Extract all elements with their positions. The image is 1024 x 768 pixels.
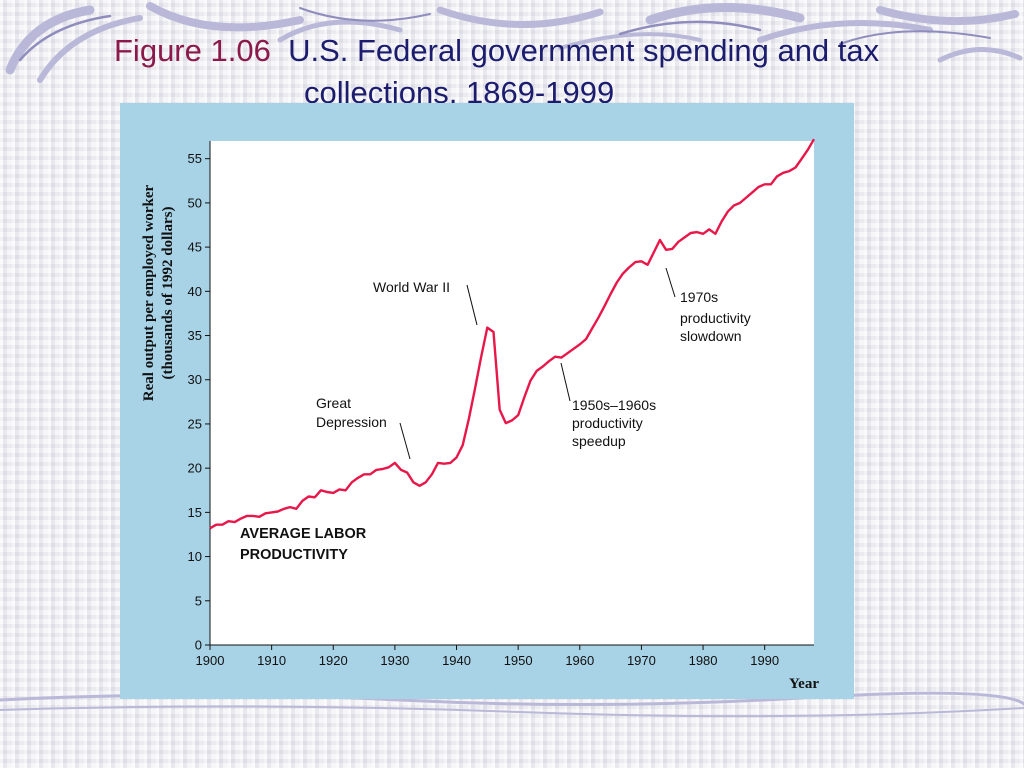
annotation-speedup-line2: productivity [572, 415, 643, 431]
x-tick-label: 1930 [380, 653, 409, 668]
annotation-speedup-line1: 1950s–1960s [572, 397, 656, 413]
annotation-great-depression-leader [399, 422, 411, 460]
title-text: U.S. Federal government spending and tax [288, 33, 880, 68]
y-tick-label: 0 [195, 638, 202, 653]
y-tick-label: 40 [188, 284, 202, 299]
x-tick-label: 1980 [689, 653, 718, 668]
annotation-1970s-line1: 1970s [680, 289, 718, 305]
x-tick-label: 1960 [565, 653, 594, 668]
x-tick-label: 1910 [257, 653, 286, 668]
x-tick-label: 1900 [196, 653, 225, 668]
annotation-speedup-line3: speedup [572, 433, 626, 449]
y-tick-label: 55 [188, 151, 202, 166]
x-tick-label: 1970 [627, 653, 656, 668]
annotation-great-depression-line1: Great [316, 395, 351, 411]
figure-number: Figure 1.06 [114, 33, 271, 68]
x-tick-label: 1990 [750, 653, 779, 668]
y-tick-label: 15 [188, 505, 202, 520]
y-tick-label: 10 [188, 549, 202, 564]
annotation-world-war-ii-leader [466, 284, 478, 326]
y-axis-title-line2: (thousands of 1992 dollars) [160, 207, 176, 380]
y-tick-label: 45 [188, 240, 202, 255]
y-axis-title-line1: Real output per employed worker [141, 184, 157, 401]
y-tick-label: 50 [188, 195, 202, 210]
chart-panel: 0 5 10 15 20 25 30 35 40 45 50 55 1900 1910 1920 1930 1… [120, 103, 854, 699]
series-label-line2: PRODUCTIVITY [240, 547, 348, 563]
y-tick-label: 30 [188, 372, 202, 387]
series-line-productivity [209, 138, 816, 530]
annotation-1970s-line3: slowdown [680, 328, 741, 344]
series-label-line1: AVERAGE LABOR [240, 526, 367, 542]
x-tick-label: 1920 [319, 653, 348, 668]
x-tick-label: 1950 [504, 653, 533, 668]
y-tick-label: 20 [188, 461, 202, 476]
annotation-great-depression-line2: Depression [316, 414, 387, 430]
y-tick-label: 5 [195, 593, 202, 608]
x-tick-label: 1940 [442, 653, 471, 668]
y-tick-label: 35 [188, 328, 202, 343]
y-tick-label: 25 [188, 416, 202, 431]
annotation-world-war-ii: World War II [373, 279, 450, 295]
annotation-speedup-leader [560, 362, 571, 402]
annotation-1970s-line2: productivity [680, 310, 751, 326]
plot-area [210, 141, 814, 645]
annotation-1970s-leader [665, 267, 676, 298]
labor-productivity-chart: 0 5 10 15 20 25 30 35 40 45 50 55 1900 1910 1920 1930 1… [141, 138, 819, 692]
slide-title: Figure 1.06 U.S. Federal government spen… [60, 30, 1000, 114]
x-axis-title: Year [789, 676, 819, 692]
